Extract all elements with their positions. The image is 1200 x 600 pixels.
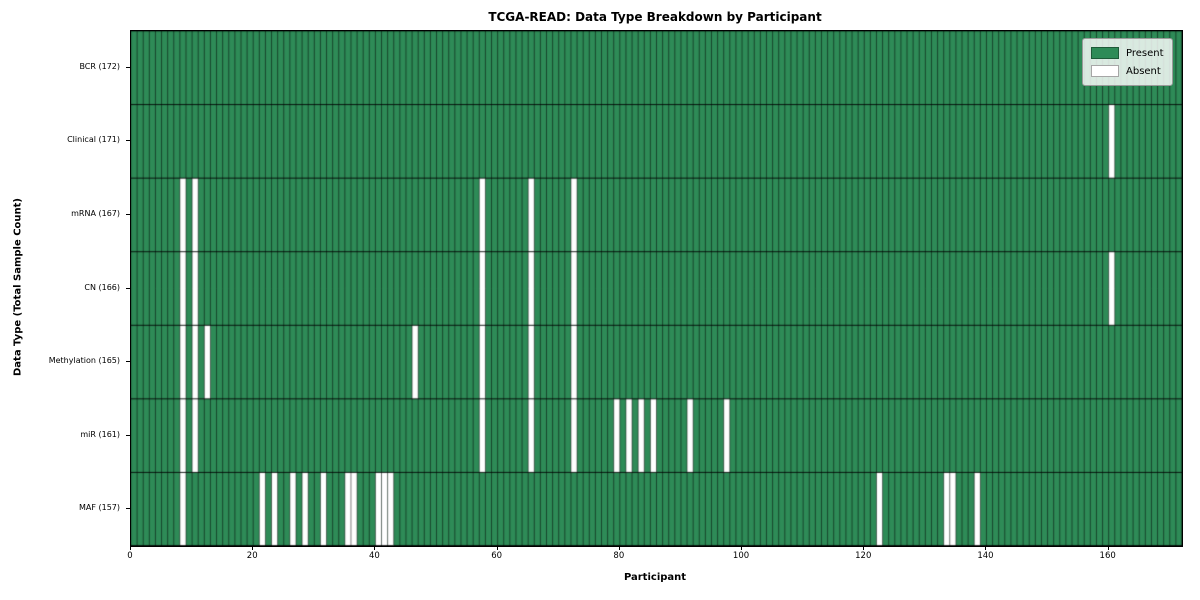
x-tick-mark <box>130 546 131 550</box>
x-tick-mark <box>741 546 743 550</box>
x-tick-mark <box>374 546 376 550</box>
x-tick-label: 120 <box>855 551 872 561</box>
heatmap-canvas <box>130 30 1183 547</box>
legend-entry-absent: Absent <box>1091 62 1164 80</box>
x-axis-label: Participant <box>623 572 687 583</box>
legend-absent-label: Absent <box>1126 65 1161 77</box>
y-tick-mark <box>126 140 130 142</box>
y-tick-mark <box>126 434 130 436</box>
x-tick-mark <box>496 546 498 550</box>
y-tick-mark <box>126 508 130 510</box>
y-tick-label-mir: miR (161) <box>80 429 120 439</box>
x-tick-mark <box>985 546 987 550</box>
x-tick-label: 20 <box>246 551 258 561</box>
y-tick-label-methylation: Methylation (165) <box>48 356 120 366</box>
y-tick-label-clinical: Clinical (171) <box>67 135 120 145</box>
chart-title: TCGA-READ: Data Type Breakdown by Partic… <box>488 10 822 24</box>
x-tick-label: 80 <box>613 551 625 561</box>
x-tick-mark <box>1107 546 1109 550</box>
y-tick-mark <box>126 66 130 68</box>
present-swatch <box>1091 47 1119 59</box>
absent-swatch <box>1091 65 1119 77</box>
y-tick-mark <box>126 287 130 289</box>
y-tick-mark <box>126 361 130 363</box>
x-tick-label: 160 <box>1099 551 1116 561</box>
x-tick-mark <box>863 546 865 550</box>
legend-entry-present: Present <box>1091 44 1164 62</box>
x-tick-label: 100 <box>732 551 750 561</box>
y-tick-label-bcr: BCR (172) <box>79 61 120 71</box>
legend-present-label: Present <box>1126 47 1164 59</box>
y-tick-label-mrna: mRNA (167) <box>71 208 120 218</box>
y-tick-mark <box>126 213 130 215</box>
x-tick-mark <box>252 546 254 550</box>
x-tick-mark <box>618 546 620 550</box>
x-tick-label: 40 <box>368 551 380 561</box>
x-tick-label: 140 <box>977 551 994 561</box>
y-tick-label-cn: CN (166) <box>84 282 120 292</box>
legend: Present Absent <box>1082 38 1173 86</box>
x-tick-label: 0 <box>127 551 133 561</box>
y-tick-label-maf: MAF (157) <box>78 503 120 513</box>
x-tick-label: 60 <box>491 551 503 561</box>
